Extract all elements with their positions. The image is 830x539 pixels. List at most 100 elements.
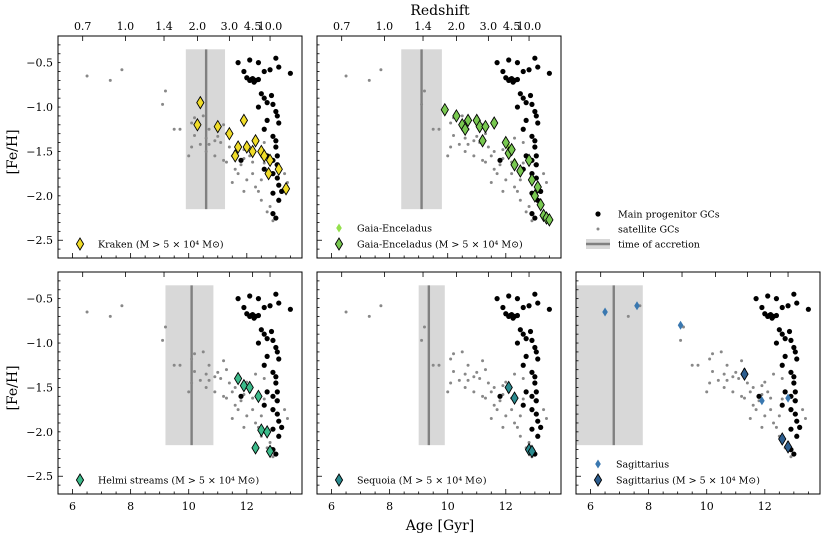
main-gc-point [276,356,282,362]
satellite-gc-point [722,385,726,389]
legend-big-marker [334,237,344,251]
legend-label: Gaia-Enceladus (M > 5 × 10⁴ M⊙) [357,240,523,251]
satellite-gc-point [544,417,548,421]
satellite-gc-point [446,390,450,394]
redshift-tick-label: 1.0 [376,20,394,33]
main-gc-point [261,331,267,337]
satellite-gc-point [120,68,124,72]
satellite-gc-point [285,417,289,421]
helmi-point [254,389,263,404]
main-gc-point [759,304,765,311]
main-gc-point [532,374,538,380]
satellite-gc-point [422,89,426,93]
satellite-gc-point [745,381,749,385]
satellite-gc-point [801,408,805,412]
satellite-gc-point [213,390,217,394]
satellite-gc-point [513,185,517,189]
sequoia-point [527,444,537,459]
satellite-gc-point [207,127,211,131]
main-gc-point [497,157,503,163]
satellite-gc-point [772,372,776,376]
main-gc-point [235,60,241,66]
main-gc-point [791,380,797,386]
gaia-point [481,119,490,134]
satellite-gc-point [198,142,202,146]
satellite-gc-point [190,381,194,385]
legend-big-marker [334,473,344,487]
satellite-gc-point [262,397,266,401]
satellite-gc-point [172,363,176,367]
main-gc-point [270,190,276,196]
satellite-gc-point [626,314,630,318]
y-tick-label: −1.0 [26,337,53,350]
redshift-tick-label: 4.5 [244,20,262,33]
redshift-tick-label: 2.0 [189,20,207,33]
satellite-gc-point [265,210,269,214]
main-gc-point [523,353,529,359]
satellite-gc-point [483,160,487,164]
main-gc-point [533,153,539,159]
satellite-gc-point [489,154,493,158]
main-gc-point [500,68,506,75]
satellite-gc-point [510,408,514,412]
satellite-gc-point [449,381,453,385]
gaia-point [475,119,484,134]
satellite-gc-point [524,210,528,214]
satellite-gc-point [513,421,517,425]
satellite-gc-point [463,372,467,376]
global-legend-label: time of accretion [618,240,700,251]
satellite-gc-point [422,325,426,329]
main-gc-point [538,424,544,430]
satellite-gc-point [711,369,715,373]
main-gc-point [532,144,538,150]
gaia-point [501,135,510,150]
main-gc-point [517,91,523,97]
satellite-gc-point [190,121,194,125]
satellite-gc-point [492,167,496,171]
satellite-gc-point [731,375,735,379]
satellite-gc-point [722,372,726,376]
satellite-gc-point [513,372,517,376]
gaia-point [533,180,542,194]
accretion-band [165,285,214,446]
main-gc-point [535,64,541,70]
main-gc-point [270,211,276,217]
satellite-gc-point [190,357,194,361]
main-gc-point [261,95,267,101]
satellite-gc-point [501,384,505,388]
satellite-gc-point [495,172,499,176]
main-gc-point [523,100,529,106]
satellite-gc-point [108,78,112,82]
main-gc-point [274,175,280,181]
satellite-gc-point [254,372,258,376]
main-gc-point [274,113,280,119]
main-gc-point [514,296,521,302]
satellite-gc-point [236,408,240,412]
y-tick-label: −1.0 [26,101,53,114]
main-gc-point [773,312,780,319]
satellite-gc-point [463,136,467,140]
redshift-tick-label: 3.0 [480,20,498,33]
satellite-gc-point [716,378,720,382]
helmi-point [233,371,243,386]
main-gc-point [264,353,270,359]
satellite-gc-point [230,181,234,185]
kraken-point [260,149,269,163]
main-gc-point [276,300,282,306]
satellite-gc-point [472,139,476,143]
satellite-gc-point [216,134,220,138]
main-gc-point [279,424,285,430]
main-gc-point [255,104,262,110]
satellite-gc-point [268,440,272,444]
main-gc-point [520,68,526,75]
axes-frame [575,271,821,495]
kraken-point [248,144,257,159]
sagittarius-point [740,367,749,381]
kraken-point [196,95,205,110]
main-gc-point [765,293,771,299]
satellite-gc-point [486,381,490,385]
satellite-gc-point [483,132,487,136]
x-tick-label: 12 [240,500,254,513]
satellite-gc-point [521,397,525,401]
main-gc-point [276,197,282,203]
